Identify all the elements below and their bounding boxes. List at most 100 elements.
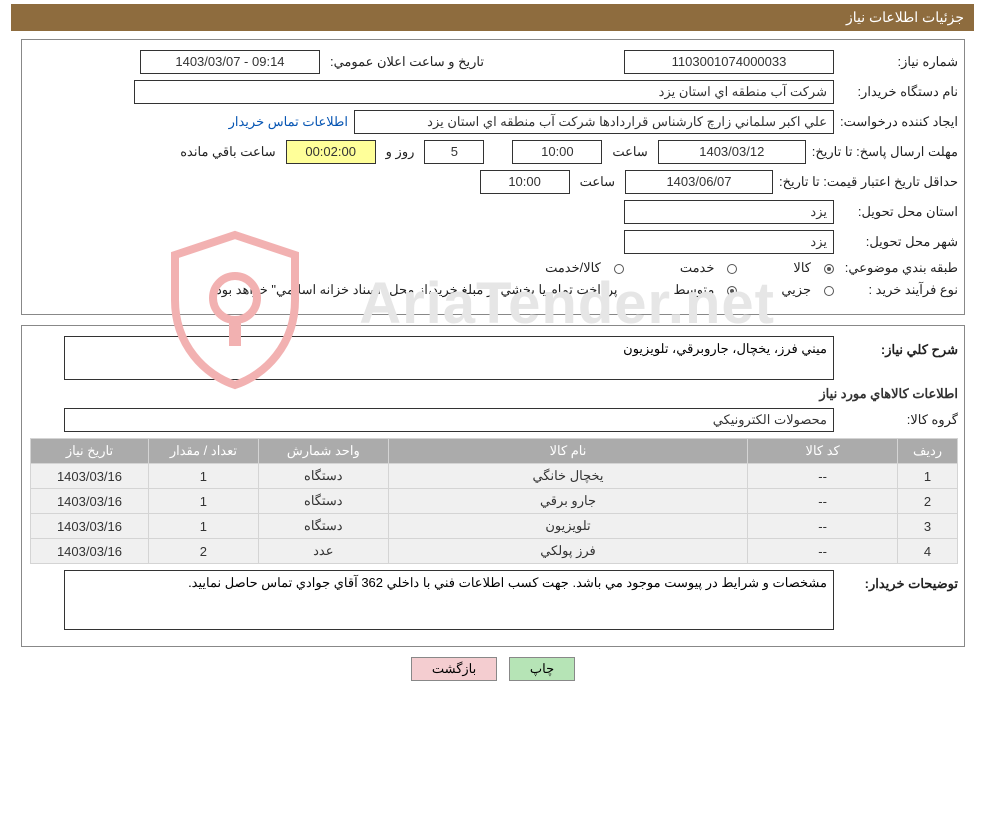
deadline-date-field: 1403/03/12 — [658, 140, 806, 164]
cell-date: 1403/03/16 — [31, 514, 149, 539]
action-bar: چاپ بازگشت — [21, 657, 965, 681]
validity-time-field: 10:00 — [480, 170, 570, 194]
page-title-text: جزئيات اطلاعات نياز — [846, 9, 964, 25]
label-buyer: نام دستگاه خريدار: — [840, 84, 958, 100]
goods-info-heading: اطلاعات كالاهاي مورد نياز — [28, 386, 958, 402]
label-to-date-2: تا تاريخ: — [779, 174, 820, 189]
radio-medium[interactable] — [724, 283, 737, 298]
label-cat-goods: كالا — [789, 260, 815, 276]
days-remaining-field: 5 — [424, 140, 484, 164]
goods-table: رديف كد كالا نام كالا واحد شمارش تعداد /… — [30, 438, 958, 564]
page-title-bar: جزئيات اطلاعات نياز — [11, 4, 974, 31]
payment-note-text: پرداخت تمام يا بخشي از مبلغ خريد،از محل … — [212, 282, 617, 298]
group-field: محصولات الكترونيكي — [64, 408, 834, 432]
row-city: شهر محل تحويل: يزد — [28, 230, 958, 254]
remaining-clock-field: 00:02:00 — [286, 140, 376, 164]
cell-qty: 1 — [148, 514, 258, 539]
th-code: كد كالا — [748, 439, 898, 464]
cell-row: 2 — [898, 489, 958, 514]
radio-dot-icon — [824, 264, 834, 274]
label-city: شهر محل تحويل: — [840, 234, 958, 250]
label-need-no: شماره نياز: — [840, 54, 958, 70]
row-buyer: نام دستگاه خريدار: شركت آب منطقه اي استا… — [28, 80, 958, 104]
row-group: گروه كالا: محصولات الكترونيكي — [28, 408, 958, 432]
cell-qty: 1 — [148, 489, 258, 514]
table-row: 2--جارو برقيدستگاه11403/03/16 — [31, 489, 958, 514]
table-row: 4--فرز پولكيعدد21403/03/16 — [31, 539, 958, 564]
cell-date: 1403/03/16 — [31, 489, 149, 514]
radio-dot-icon — [727, 264, 737, 274]
row-province: استان محل تحويل: يزد — [28, 200, 958, 224]
label-group: گروه كالا: — [840, 412, 958, 428]
th-qty: تعداد / مقدار — [148, 439, 258, 464]
radio-goods[interactable] — [821, 261, 834, 276]
need-no-field: 1103001074000033 — [624, 50, 834, 74]
label-pt-partial: جزيي — [777, 282, 815, 298]
cell-code: -- — [748, 539, 898, 564]
buyer-contact-link[interactable]: اطلاعات تماس خريدار — [229, 114, 348, 130]
cell-unit: دستگاه — [258, 464, 388, 489]
row-buyer-notes: توضيحات خريدار: — [28, 570, 958, 630]
row-category: طبقه بندي موضوعي: كالا خدمت كالا/خدمت — [28, 260, 958, 276]
label-validity: حداقل تاريخ اعتبار قيمت: تا تاريخ: — [779, 174, 958, 190]
table-row: 1--يخچال خانگيدستگاه11403/03/16 — [31, 464, 958, 489]
row-purchase-type: نوع فرآيند خريد : جزيي متوسط پرداخت تمام… — [28, 282, 958, 298]
label-cat-gs: كالا/خدمت — [541, 260, 605, 276]
deadline-time-field: 10:00 — [512, 140, 602, 164]
row-deadline: مهلت ارسال پاسخ: تا تاريخ: 1403/03/12 سا… — [28, 140, 958, 164]
goods-panel: شرح كلي نياز: اطلاعات كالاهاي مورد نياز … — [21, 325, 965, 647]
label-time-2: ساعت — [576, 174, 619, 190]
row-general-desc: شرح كلي نياز: — [28, 336, 958, 380]
cell-unit: دستگاه — [258, 489, 388, 514]
cell-name: فرز پولكي — [388, 539, 748, 564]
buyer-field: شركت آب منطقه اي استان يزد — [134, 80, 834, 104]
general-desc-textarea[interactable] — [64, 336, 834, 380]
label-cat-service: خدمت — [676, 260, 719, 276]
row-requester: ايجاد كننده درخواست: علي اكبر سلماني زار… — [28, 110, 958, 134]
print-button[interactable]: چاپ — [509, 657, 575, 681]
validity-date-field: 1403/06/07 — [625, 170, 773, 194]
th-unit: واحد شمارش — [258, 439, 388, 464]
province-field: يزد — [624, 200, 834, 224]
buyer-notes-textarea[interactable] — [64, 570, 834, 630]
radio-goods-service[interactable] — [611, 261, 624, 276]
label-remaining: ساعت باقي مانده — [176, 144, 279, 160]
cell-code: -- — [748, 514, 898, 539]
label-deadline: مهلت ارسال پاسخ: تا تاريخ: — [812, 144, 958, 160]
requester-field: علي اكبر سلماني زارچ كارشناس قراردادها ش… — [354, 110, 834, 134]
details-panel: شماره نياز: 1103001074000033 تاريخ و ساع… — [21, 39, 965, 315]
label-requester: ايجاد كننده درخواست: — [840, 114, 958, 130]
label-category: طبقه بندي موضوعي: — [840, 260, 958, 276]
cell-unit: عدد — [258, 539, 388, 564]
cell-qty: 2 — [148, 539, 258, 564]
label-validity-text: حداقل تاريخ اعتبار قيمت: — [823, 174, 958, 189]
th-row: رديف — [898, 439, 958, 464]
row-validity: حداقل تاريخ اعتبار قيمت: تا تاريخ: 1403/… — [28, 170, 958, 194]
cell-row: 4 — [898, 539, 958, 564]
table-row: 3--تلويزيوندستگاه11403/03/16 — [31, 514, 958, 539]
label-buyer-notes: توضيحات خريدار: — [840, 576, 958, 592]
cell-name: جارو برقي — [388, 489, 748, 514]
label-province: استان محل تحويل: — [840, 204, 958, 220]
back-button[interactable]: بازگشت — [411, 657, 497, 681]
label-to-date-1: تا تاريخ: — [812, 144, 853, 159]
cell-code: -- — [748, 464, 898, 489]
radio-service[interactable] — [724, 261, 737, 276]
label-time-1: ساعت — [608, 144, 651, 160]
cell-name: تلويزيون — [388, 514, 748, 539]
cell-date: 1403/03/16 — [31, 464, 149, 489]
row-need-no: شماره نياز: 1103001074000033 تاريخ و ساع… — [28, 50, 958, 74]
radio-partial[interactable] — [821, 283, 834, 298]
radio-dot-icon — [727, 286, 737, 296]
label-general-desc: شرح كلي نياز: — [840, 342, 958, 358]
cell-date: 1403/03/16 — [31, 539, 149, 564]
cell-name: يخچال خانگي — [388, 464, 748, 489]
cell-row: 3 — [898, 514, 958, 539]
cell-code: -- — [748, 489, 898, 514]
announce-field: 09:14 - 1403/03/07 — [140, 50, 320, 74]
label-day-and: روز و — [382, 144, 419, 160]
label-pt-medium: متوسط — [669, 282, 718, 298]
cell-unit: دستگاه — [258, 514, 388, 539]
label-deadline-text: مهلت ارسال پاسخ: — [856, 144, 958, 159]
cell-qty: 1 — [148, 464, 258, 489]
